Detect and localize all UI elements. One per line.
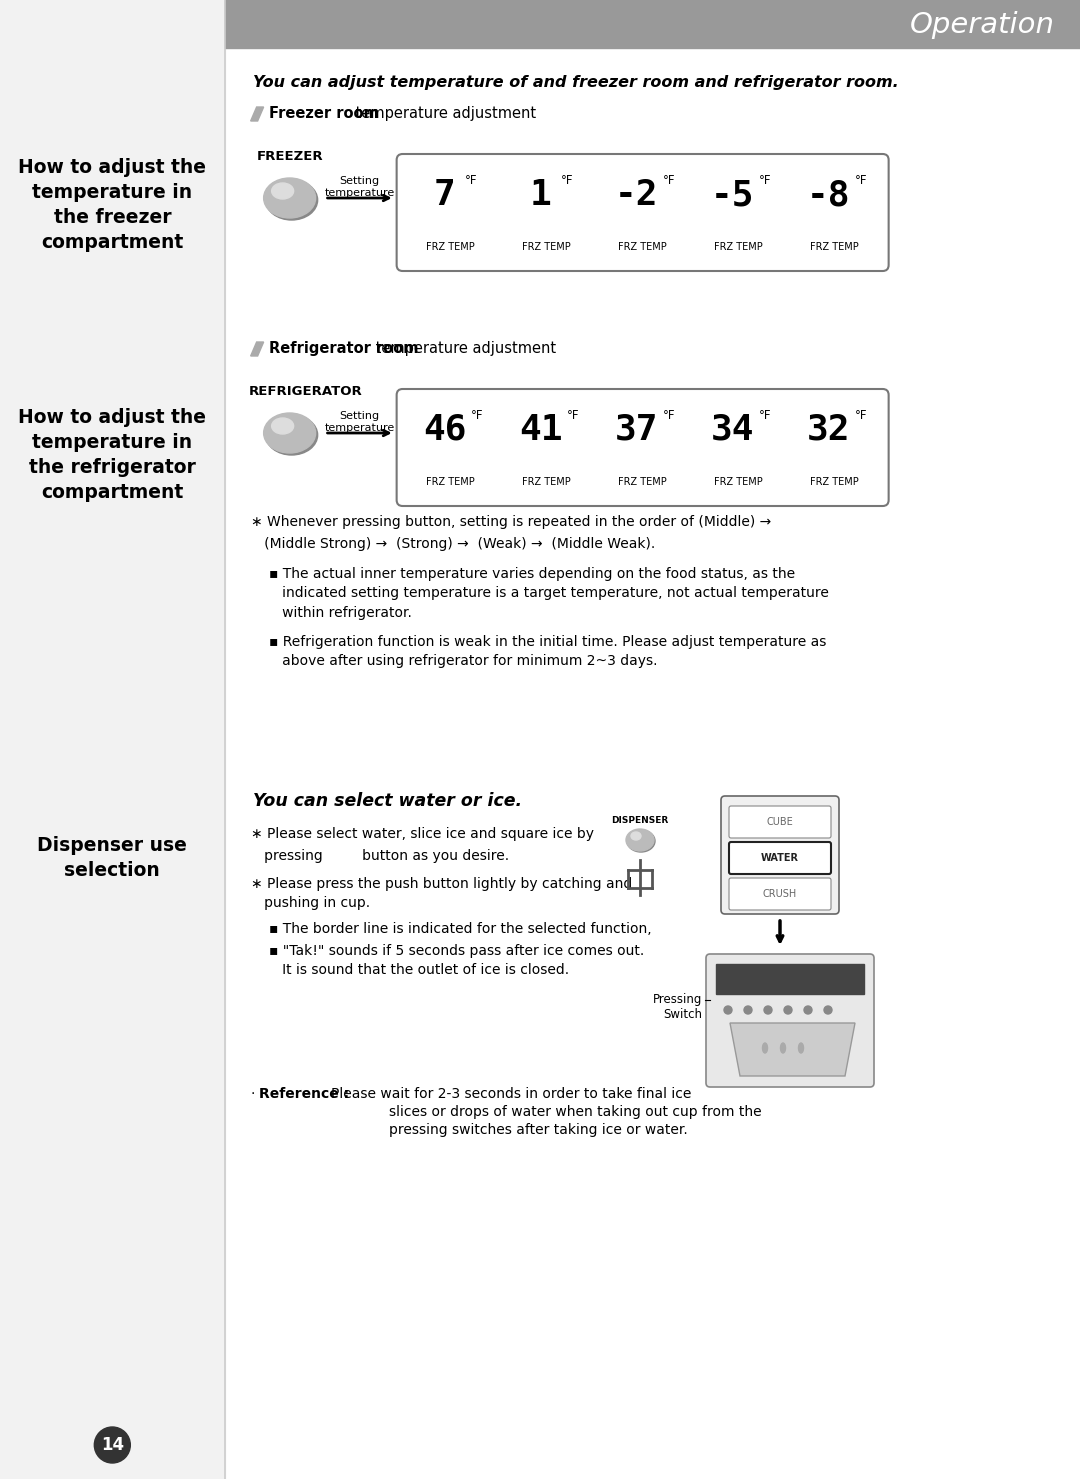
FancyBboxPatch shape xyxy=(396,389,889,506)
Text: Operation: Operation xyxy=(910,10,1055,38)
Text: °F: °F xyxy=(758,410,771,422)
Text: Setting
temperature: Setting temperature xyxy=(324,411,395,432)
Ellipse shape xyxy=(266,180,318,220)
Ellipse shape xyxy=(798,1043,804,1053)
Text: FRZ TEMP: FRZ TEMP xyxy=(618,478,667,487)
Text: FRZ TEMP: FRZ TEMP xyxy=(810,478,859,487)
FancyBboxPatch shape xyxy=(396,154,889,271)
Text: ▪ Refrigeration function is weak in the initial time. Please adjust temperature : ▪ Refrigeration function is weak in the … xyxy=(269,634,826,669)
Text: -8: -8 xyxy=(807,177,850,211)
Text: Reference :: Reference : xyxy=(258,1087,349,1100)
Ellipse shape xyxy=(264,413,315,453)
Ellipse shape xyxy=(781,1043,785,1053)
Text: -2: -2 xyxy=(615,177,659,211)
Text: How to adjust the
temperature in
the freezer
compartment: How to adjust the temperature in the fre… xyxy=(18,158,206,251)
Bar xyxy=(225,0,1080,47)
Text: FRZ TEMP: FRZ TEMP xyxy=(618,243,667,251)
Text: Freezer room: Freezer room xyxy=(269,106,378,121)
Text: ·: · xyxy=(251,1087,259,1100)
Text: FRZ TEMP: FRZ TEMP xyxy=(810,243,859,251)
Text: Refrigerator room: Refrigerator room xyxy=(269,342,418,356)
Circle shape xyxy=(804,1006,812,1015)
Text: FRZ TEMP: FRZ TEMP xyxy=(427,243,475,251)
Text: °F: °F xyxy=(567,410,579,422)
Text: °F: °F xyxy=(854,175,867,186)
Text: °F: °F xyxy=(663,410,675,422)
Circle shape xyxy=(824,1006,832,1015)
FancyBboxPatch shape xyxy=(729,879,831,910)
Text: Please wait for 2-3 seconds in order to take final ice: Please wait for 2-3 seconds in order to … xyxy=(330,1087,691,1100)
Text: How to adjust the
temperature in
the refrigerator
compartment: How to adjust the temperature in the ref… xyxy=(18,408,206,501)
Text: 37: 37 xyxy=(615,413,659,447)
Ellipse shape xyxy=(272,419,294,433)
FancyBboxPatch shape xyxy=(706,954,874,1087)
Text: ∗ Please press the push button lightly by catching and
   pushing in cup.: ∗ Please press the push button lightly b… xyxy=(251,877,632,911)
Bar xyxy=(716,964,864,994)
Text: 46: 46 xyxy=(423,413,467,447)
Text: FREEZER: FREEZER xyxy=(257,149,323,163)
FancyBboxPatch shape xyxy=(729,806,831,839)
Ellipse shape xyxy=(272,183,294,200)
Text: -5: -5 xyxy=(711,177,755,211)
Text: FRZ TEMP: FRZ TEMP xyxy=(714,478,762,487)
Polygon shape xyxy=(251,106,264,121)
Text: 34: 34 xyxy=(711,413,755,447)
Text: temperature adjustment: temperature adjustment xyxy=(351,106,536,121)
Circle shape xyxy=(784,1006,792,1015)
Ellipse shape xyxy=(264,177,315,217)
Text: ∗ Please select water, slice ice and square ice by: ∗ Please select water, slice ice and squ… xyxy=(251,827,594,842)
Text: DISPENSER: DISPENSER xyxy=(611,816,669,825)
Polygon shape xyxy=(730,1023,855,1077)
Ellipse shape xyxy=(266,416,318,456)
Text: 32: 32 xyxy=(807,413,850,447)
Ellipse shape xyxy=(631,833,642,840)
Circle shape xyxy=(744,1006,752,1015)
Text: Dispenser use
selection: Dispenser use selection xyxy=(38,836,187,880)
Text: ▪ "Tak!" sounds if 5 seconds pass after ice comes out.
   It is sound that the o: ▪ "Tak!" sounds if 5 seconds pass after … xyxy=(269,944,644,978)
Circle shape xyxy=(764,1006,772,1015)
Text: pressing switches after taking ice or water.: pressing switches after taking ice or wa… xyxy=(389,1123,687,1137)
Text: Setting
temperature: Setting temperature xyxy=(324,176,395,198)
Text: °F: °F xyxy=(464,175,477,186)
Circle shape xyxy=(724,1006,732,1015)
Text: CUBE: CUBE xyxy=(767,816,794,827)
Text: °F: °F xyxy=(758,175,771,186)
Text: °F: °F xyxy=(561,175,573,186)
Ellipse shape xyxy=(626,830,654,850)
Text: Pressing
Switch: Pressing Switch xyxy=(652,992,702,1021)
Text: °F: °F xyxy=(471,410,483,422)
Text: temperature adjustment: temperature adjustment xyxy=(370,342,556,356)
Ellipse shape xyxy=(627,830,654,852)
Text: REFRIGERATOR: REFRIGERATOR xyxy=(248,385,363,398)
Text: FRZ TEMP: FRZ TEMP xyxy=(714,243,762,251)
Text: 41: 41 xyxy=(518,413,563,447)
Text: slices or drops of water when taking out cup from the: slices or drops of water when taking out… xyxy=(389,1105,761,1120)
Text: ∗ Whenever pressing button, setting is repeated in the order of (Middle) →: ∗ Whenever pressing button, setting is r… xyxy=(251,515,771,529)
Text: WATER: WATER xyxy=(761,853,799,864)
Text: (Middle Strong) →  (Strong) →  (Weak) →  (Middle Weak).: (Middle Strong) → (Strong) → (Weak) → (M… xyxy=(251,537,654,552)
Text: pressing         button as you desire.: pressing button as you desire. xyxy=(251,849,509,864)
Text: 7: 7 xyxy=(434,177,456,211)
Text: CRUSH: CRUSH xyxy=(762,889,797,899)
Text: ▪ The actual inner temperature varies depending on the food status, as the
   in: ▪ The actual inner temperature varies de… xyxy=(269,566,828,620)
Text: 1: 1 xyxy=(530,177,552,211)
Circle shape xyxy=(94,1427,131,1463)
Polygon shape xyxy=(251,342,264,356)
Text: You can adjust temperature of and freezer room and refrigerator room.: You can adjust temperature of and freeze… xyxy=(253,75,899,90)
Text: °F: °F xyxy=(663,175,675,186)
Bar xyxy=(0,0,225,1479)
Text: FRZ TEMP: FRZ TEMP xyxy=(523,243,571,251)
Text: You can select water or ice.: You can select water or ice. xyxy=(253,791,522,810)
Text: °F: °F xyxy=(854,410,867,422)
FancyBboxPatch shape xyxy=(729,842,831,874)
Text: FRZ TEMP: FRZ TEMP xyxy=(427,478,475,487)
FancyBboxPatch shape xyxy=(721,796,839,914)
Text: 14: 14 xyxy=(100,1436,124,1454)
Text: ▪ The border line is indicated for the selected function,: ▪ The border line is indicated for the s… xyxy=(269,921,651,936)
Ellipse shape xyxy=(762,1043,768,1053)
Text: FRZ TEMP: FRZ TEMP xyxy=(523,478,571,487)
